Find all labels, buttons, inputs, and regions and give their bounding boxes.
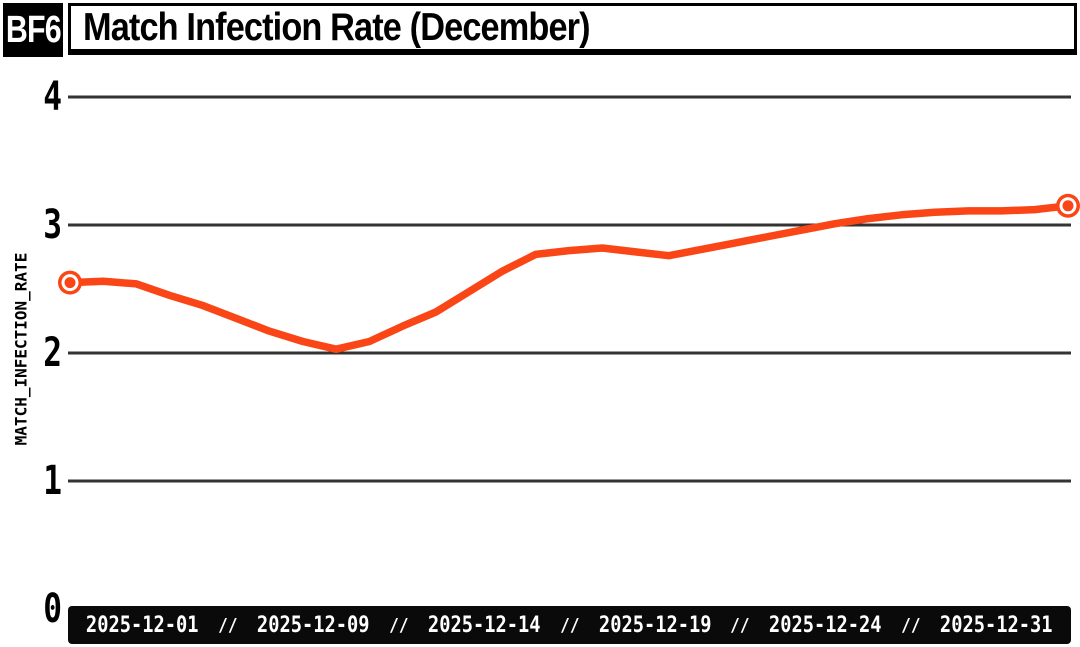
x-axis-separator: // [901,614,921,636]
brand-badge-label: BF6 [5,8,61,51]
endpoint-marker-start [58,270,82,295]
x-tick-label: 2025-12-31 [940,612,1053,638]
brand-badge: BF6 [3,3,63,57]
x-axis-bar: 2025-12-01 // 2025-12-09 // 2025-12-14 // 2025… [68,606,1071,644]
x-tick-label: 2025-12-19 [598,612,712,638]
y-tick-label-2: 2 [43,330,62,376]
x-axis-separator: // [388,614,409,636]
marker-ring [1062,200,1074,212]
x-tick-label: 2025-12-24 [769,612,882,638]
x-axis-separator: // [218,614,238,636]
x-tick-label: 2025-12-09 [257,612,370,638]
series-line [66,202,1072,353]
page-title: Match Infection Rate (December) [83,5,591,49]
x-axis-separator: // [559,614,580,636]
y-tick-label-0: 0 [43,586,62,632]
endpoint-marker-end [1056,193,1080,218]
x-tick-label: 2025-12-14 [427,612,541,638]
marker-ring [64,277,76,289]
y-tick-label-4: 4 [43,74,62,120]
y-tick-label-1: 1 [43,458,62,504]
x-tick-label: 2025-12-01 [86,612,199,638]
title-box: Match Infection Rate (December) [68,3,1077,55]
header: BF6 Match Infection Rate (December) [3,3,1077,57]
y-tick-label-3: 3 [43,202,62,248]
x-axis-separator: // [730,614,750,636]
